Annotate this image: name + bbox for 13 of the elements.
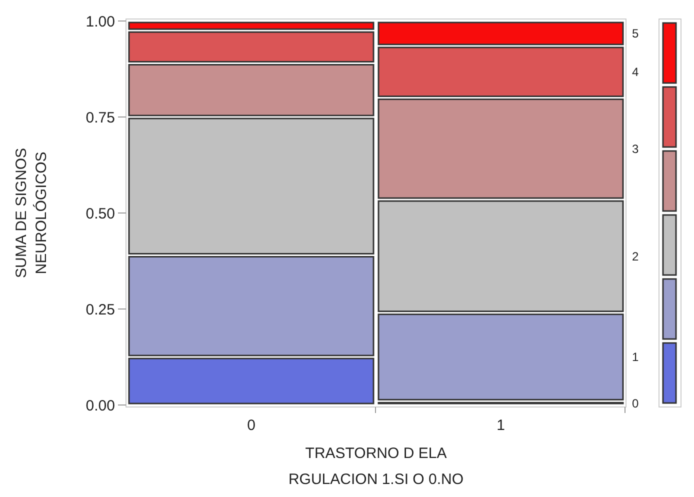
series-label: 0 [632, 396, 639, 410]
y-tick-label: 0.25 [86, 301, 115, 318]
series-label: 1 [632, 350, 639, 364]
y-tick-label: 1.00 [86, 13, 115, 30]
series-label: 2 [632, 249, 639, 264]
series-label: 3 [632, 142, 639, 156]
y-axis-title: SUMA DE SIGNOS NEUROLÓGICOS [13, 148, 50, 278]
series-label: 5 [632, 26, 639, 41]
y-tick-label: 0.00 [86, 397, 115, 414]
y-tick-label: 0.75 [86, 109, 115, 126]
y-tick-label: 0.50 [86, 205, 115, 222]
x-axis-title: TRASTORNO D ELA RGULACION 1.SI O 0.NO [288, 445, 464, 488]
series-label: 4 [632, 65, 639, 80]
